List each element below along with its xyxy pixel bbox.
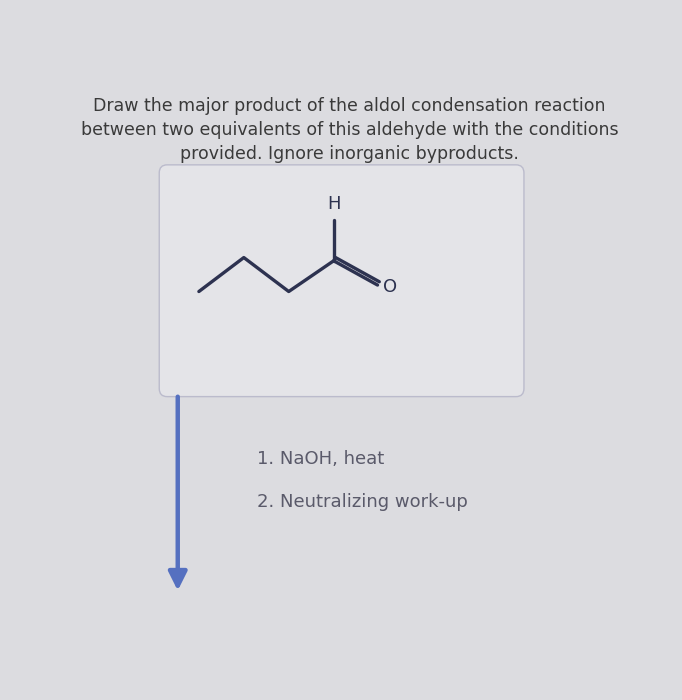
Text: provided. Ignore inorganic byproducts.: provided. Ignore inorganic byproducts. <box>180 145 519 163</box>
Text: Draw the major product of the aldol condensation reaction: Draw the major product of the aldol cond… <box>93 97 606 116</box>
Text: 2. Neutralizing work-up: 2. Neutralizing work-up <box>257 493 468 511</box>
Text: between two equivalents of this aldehyde with the conditions: between two equivalents of this aldehyde… <box>80 121 619 139</box>
Text: H: H <box>327 195 340 214</box>
Text: O: O <box>383 278 397 295</box>
Text: 1. NaOH, heat: 1. NaOH, heat <box>257 449 384 468</box>
FancyBboxPatch shape <box>160 165 524 397</box>
